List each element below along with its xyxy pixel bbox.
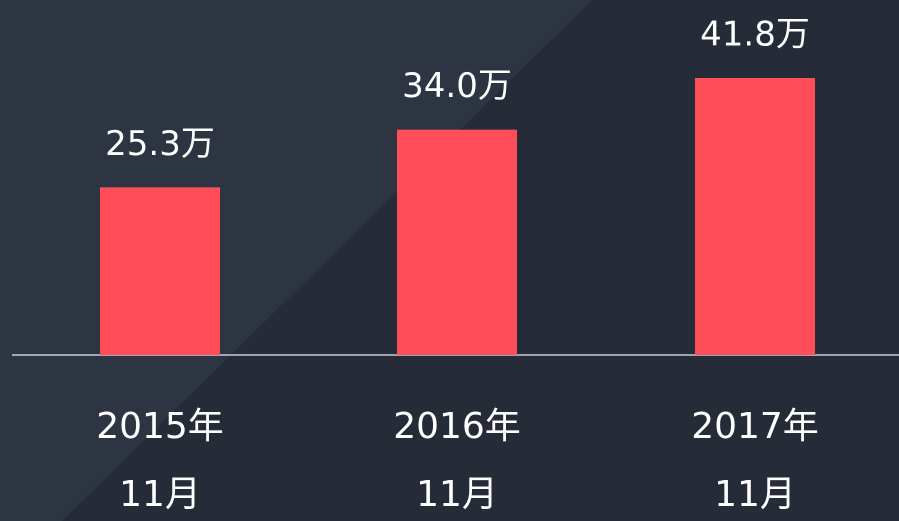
bar (397, 129, 517, 355)
value-label: 34.0万 (402, 66, 512, 106)
x-tick-label: 2015年 (96, 406, 224, 447)
value-label: 25.3万 (105, 124, 215, 164)
x-tick-label: 2016年 (393, 406, 521, 447)
bar (100, 187, 220, 355)
x-tick-label: 11月 (416, 474, 498, 515)
bar (695, 78, 815, 355)
value-label: 41.8万 (700, 15, 810, 55)
x-tick-label: 11月 (119, 474, 201, 515)
x-tick-label: 2017年 (691, 406, 819, 447)
x-tick-label: 11月 (714, 474, 796, 515)
